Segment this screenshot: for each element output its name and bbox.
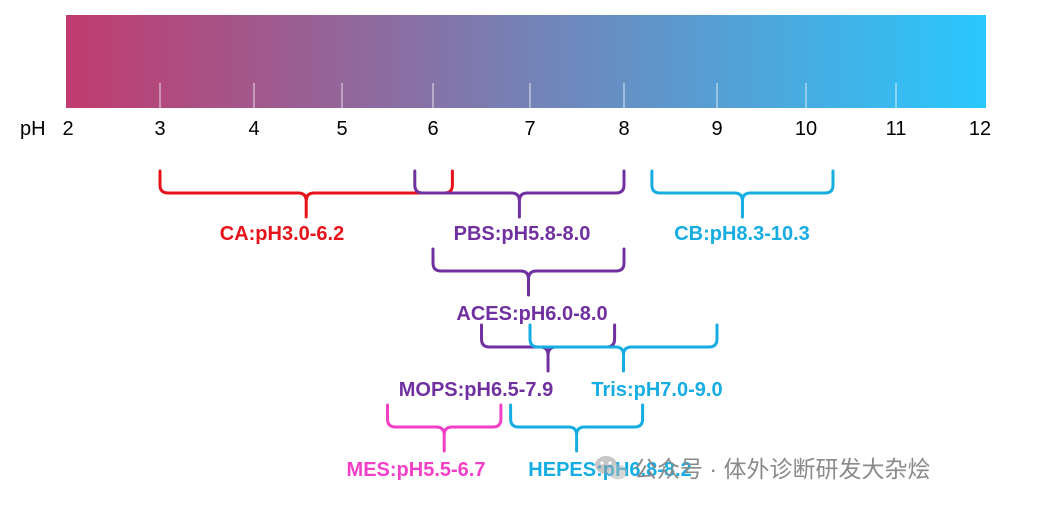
buffer-range-bracket: [650, 169, 835, 219]
watermark: 公众号 · 体外诊断研发大杂烩: [595, 456, 930, 482]
buffer-range-label: Tris:pH7.0-9.0: [591, 379, 722, 401]
buffer-range-label: CB:pH8.3-10.3: [674, 223, 810, 245]
ph-tick-label: 9: [711, 118, 722, 140]
ph-tick-label: 7: [524, 118, 535, 140]
ph-axis-label: pH: [20, 118, 46, 140]
buffer-range-label: ACES:pH6.0-8.0: [456, 303, 607, 325]
buffer-range-label: CA:pH3.0-6.2: [220, 223, 344, 245]
buffer-range-label: MOPS:pH6.5-7.9: [399, 379, 553, 401]
buffer-range-label: MES:pH5.5-6.7: [347, 459, 486, 481]
ph-tick-label: 2: [62, 118, 73, 140]
ph-ticks: 2 3 4 5 6 7 8 9 10 11 12: [62, 83, 991, 140]
ph-tick-label: 4: [248, 118, 259, 140]
ph-tick-label: 6: [427, 118, 438, 140]
buffer-range-bracket: [158, 169, 454, 219]
buffer-range-label: PBS:pH5.8-8.0: [454, 223, 591, 245]
buffer-range-bracket: [386, 403, 503, 453]
ph-tick-label: 10: [795, 118, 817, 140]
ph-tick-label: 11: [886, 118, 907, 140]
ph-tick-label: 12: [969, 118, 991, 140]
wechat-icon: [595, 456, 627, 480]
buffer-range-bracket: [431, 247, 626, 297]
ph-tick-label: 3: [154, 118, 165, 140]
buffer-range-bracket: [528, 323, 719, 373]
ph-gradient-bar: [66, 15, 986, 108]
ph-tick-label: 8: [618, 118, 629, 140]
watermark-text: 公众号 · 体外诊断研发大杂烩: [634, 456, 930, 482]
ph-tick-label: 5: [336, 118, 347, 140]
buffer-range-bracket: [509, 403, 645, 453]
buffer-brackets: CA:pH3.0-6.2 PBS:pH5.8-8.0 CB:pH8.3-10.3 AC…: [158, 169, 835, 481]
buffer-range-bracket: [413, 169, 626, 219]
